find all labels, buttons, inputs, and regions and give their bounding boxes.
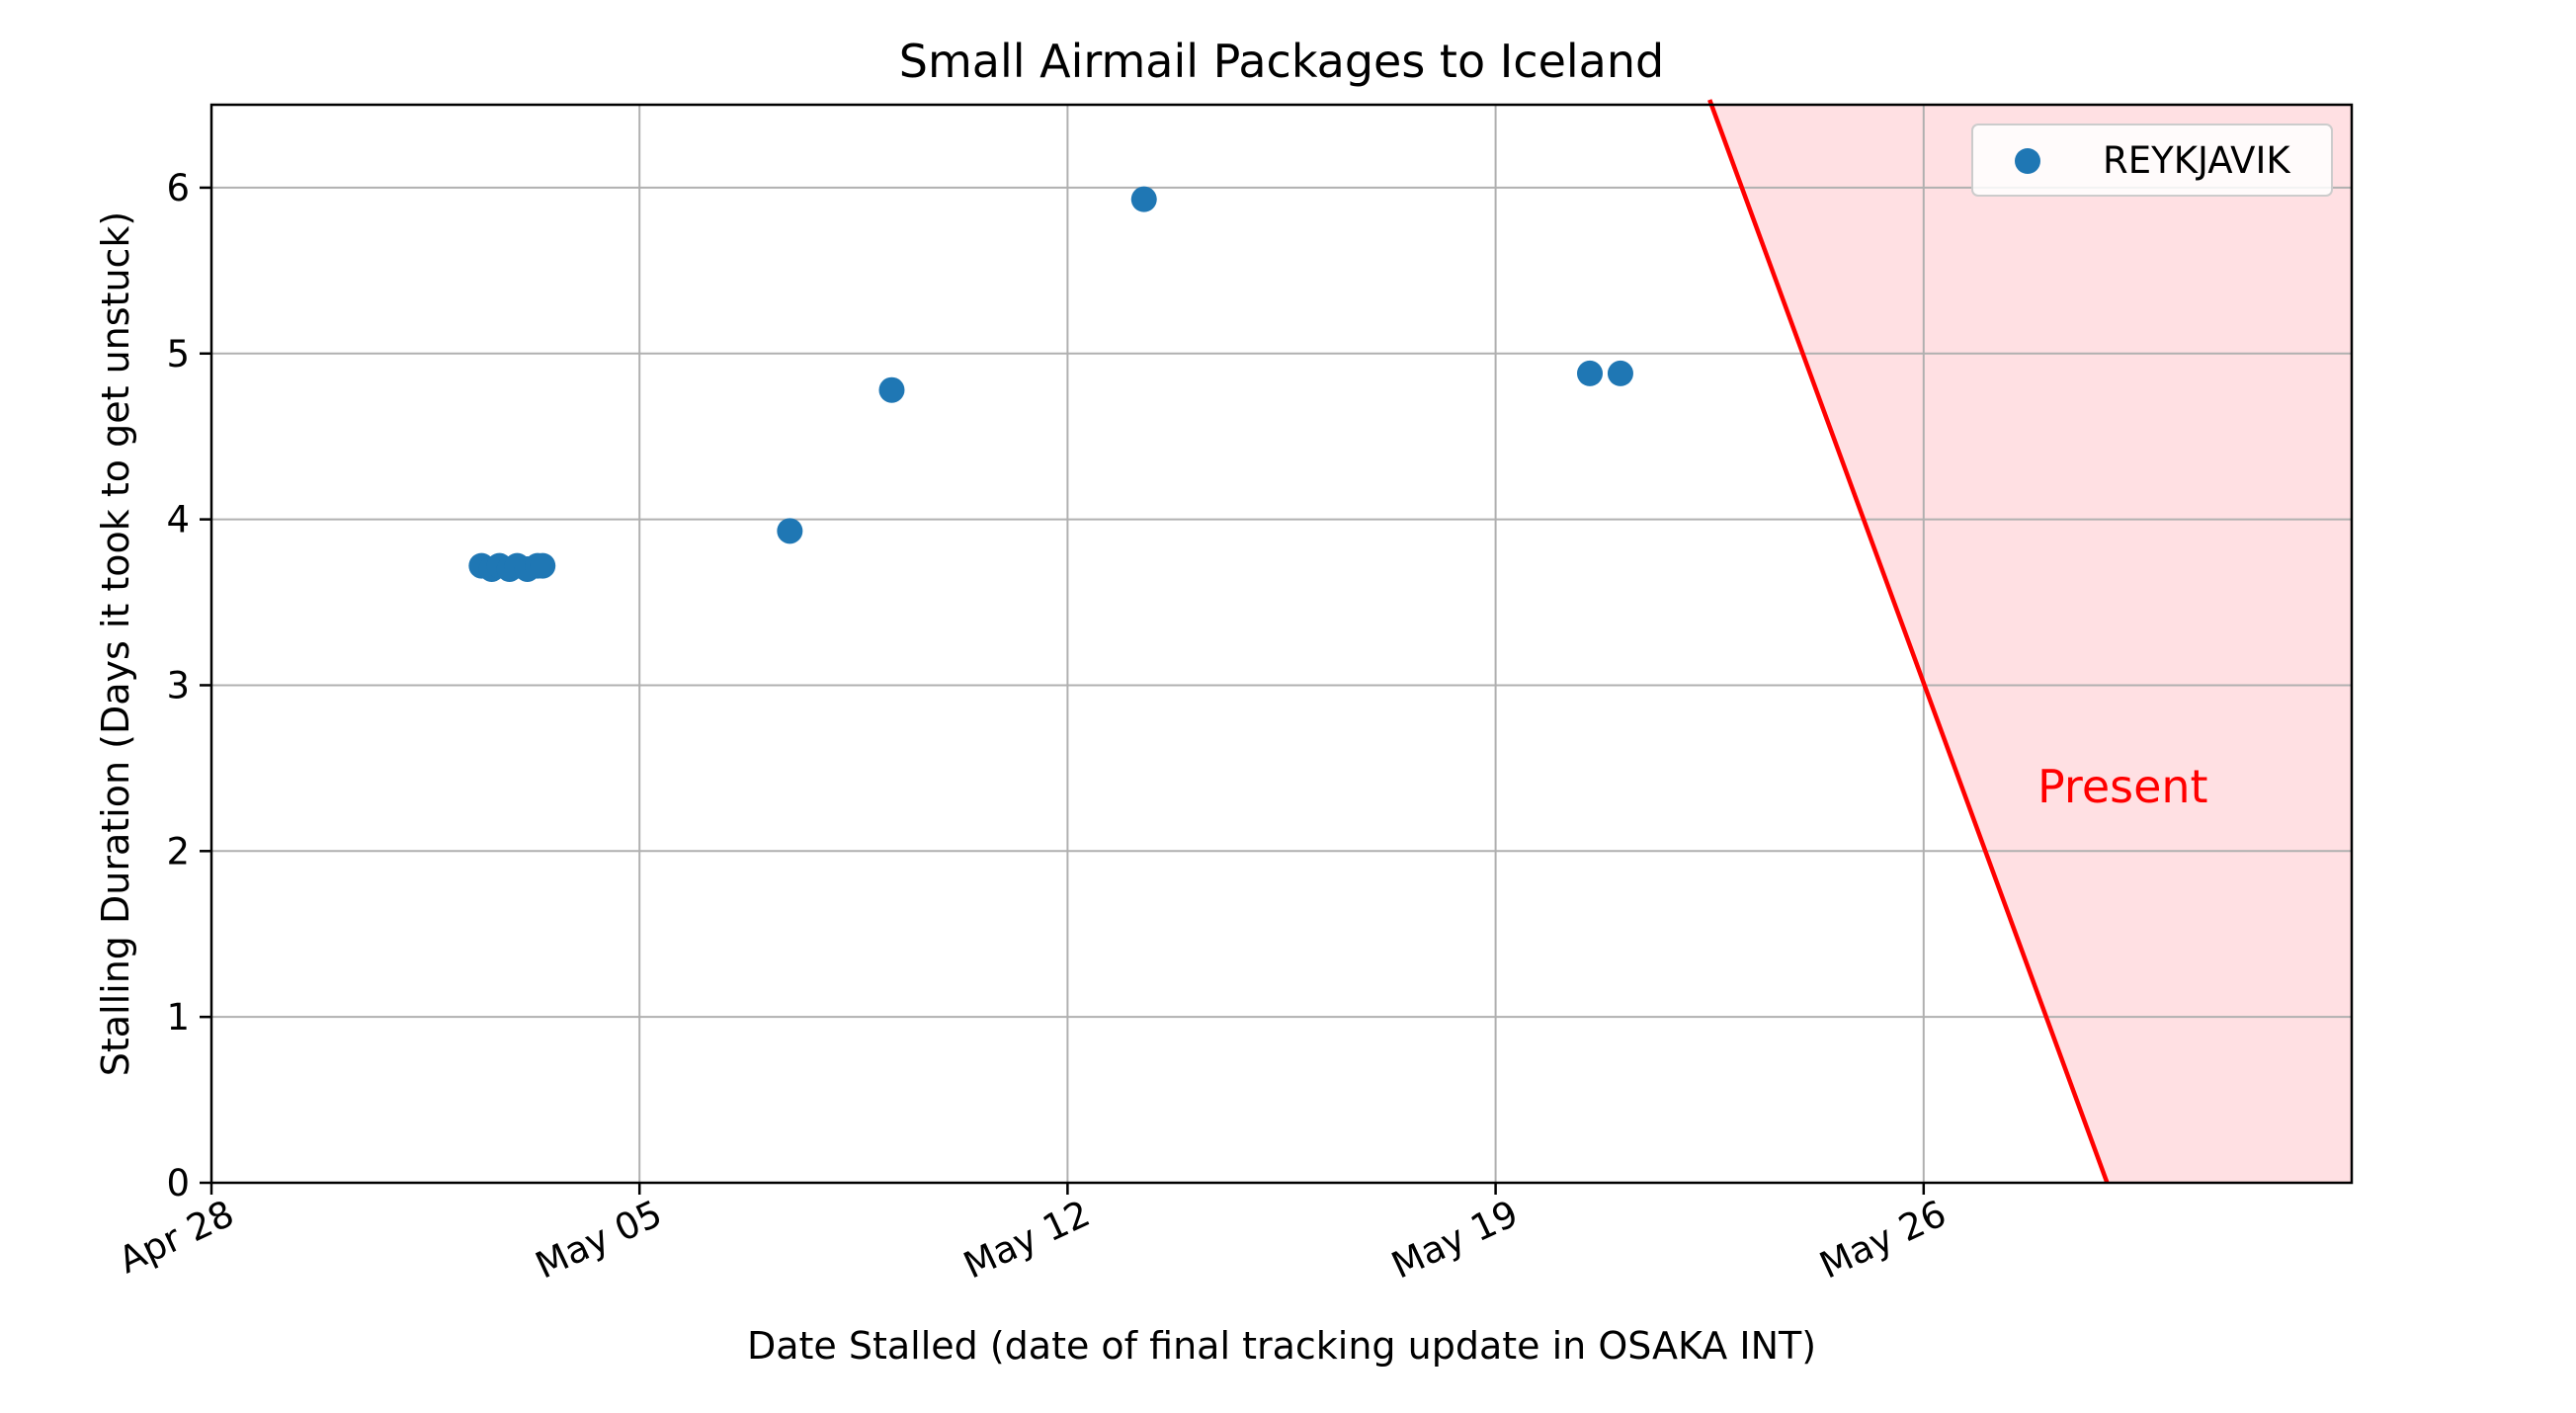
present-annotation: Present [2037, 760, 2208, 813]
data-point [1577, 360, 1604, 386]
series-layer [468, 186, 1633, 582]
y-tick-label: 4 [166, 499, 190, 541]
y-tick-label: 5 [166, 333, 190, 375]
chart-title: Small Airmail Packages to Iceland [899, 35, 1664, 88]
data-point [777, 518, 803, 544]
present-region-fill [1709, 105, 2352, 1183]
present-region-layer [1709, 105, 2352, 1183]
x-axis-label: Date Stalled (date of final tracking upd… [747, 1324, 1816, 1368]
legend-label: REYKJAVIK [2103, 139, 2291, 182]
plot-frame [209, 103, 2354, 1185]
y-axis-label: Stalling Duration (Days it took to get u… [94, 211, 137, 1077]
y-tick-label: 0 [166, 1162, 190, 1205]
data-point [1130, 186, 1157, 212]
present-boundary-line [1707, 99, 2110, 1184]
y-tick-label: 6 [166, 167, 190, 209]
legend-marker [2015, 148, 2040, 174]
data-point [530, 552, 556, 579]
grid-layer [211, 99, 2352, 1184]
y-tick-label: 1 [166, 996, 190, 1039]
y-tick-label: 2 [166, 830, 190, 873]
data-point [878, 376, 905, 403]
legend: REYKJAVIK [1971, 124, 2333, 197]
data-point [1607, 360, 1633, 386]
legend-box [1971, 124, 2333, 197]
y-axis-ticks: 0 1 2 3 4 5 6 [166, 167, 211, 1205]
y-tick-label: 3 [166, 664, 190, 706]
